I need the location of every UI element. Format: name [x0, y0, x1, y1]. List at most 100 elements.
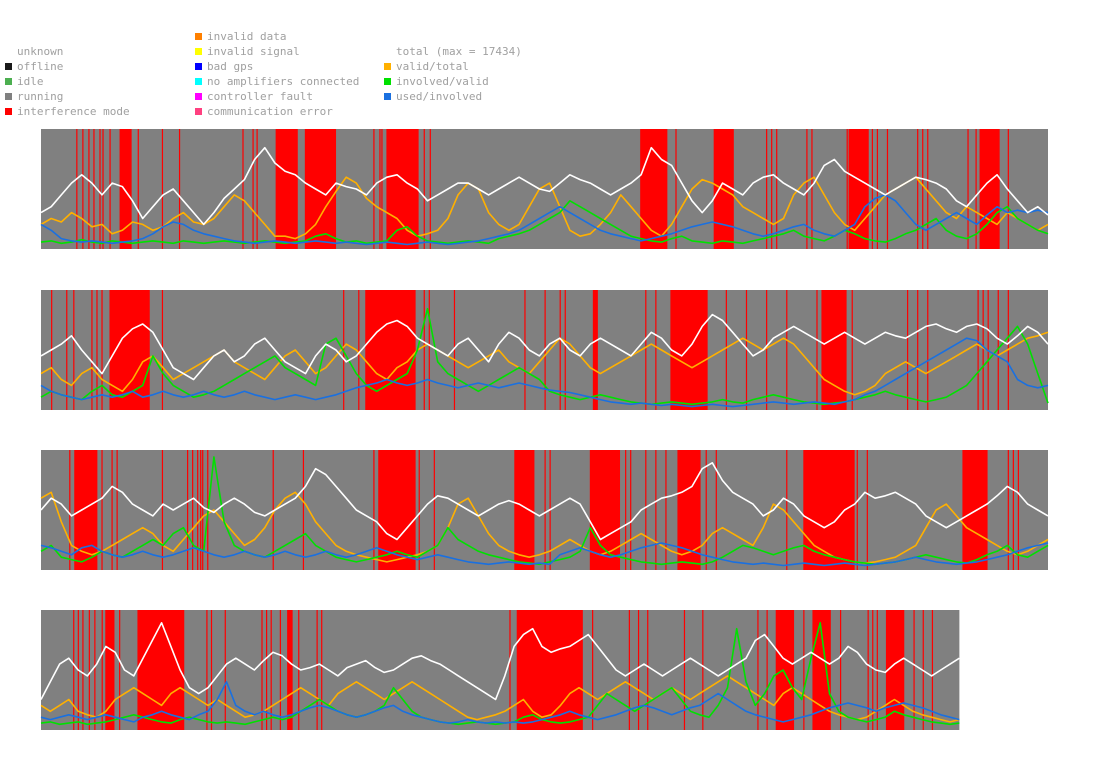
interference-tick: [645, 450, 647, 570]
interference-tick: [298, 610, 300, 730]
legend-swatch: [5, 108, 12, 115]
legend-item-invalid-signal: invalid signal: [195, 44, 359, 59]
legend-swatch: [195, 33, 202, 40]
legend-item-controller-fault: controller fault: [195, 89, 359, 104]
legend-states: unknown offline idle running interferenc…: [5, 44, 130, 119]
interference-tick: [856, 450, 858, 570]
interference-tick: [705, 450, 707, 570]
interference-tick: [94, 610, 96, 730]
interference-tick: [272, 450, 274, 570]
interference-tick: [109, 129, 111, 249]
interference-tick: [102, 129, 104, 249]
legend-item-communication-error: communication error: [195, 104, 359, 119]
interference-tick: [88, 129, 90, 249]
interference-block: [803, 450, 855, 570]
interference-tick: [256, 129, 258, 249]
interference-tick: [594, 450, 597, 570]
legend-label: valid/total: [396, 60, 469, 73]
interference-tick: [766, 610, 768, 730]
legend-item-interference-mode: interference mode: [5, 104, 130, 119]
interference-tick: [99, 129, 101, 249]
interference-tick: [428, 290, 430, 410]
interference-tick: [433, 450, 435, 570]
legend-swatch: [195, 48, 202, 55]
legend-label: unknown: [17, 45, 64, 58]
interference-tick: [423, 129, 425, 249]
running-background: [41, 129, 1048, 249]
interference-tick: [279, 610, 281, 730]
interference-tick: [745, 290, 748, 410]
interference-tick: [302, 450, 305, 570]
interference-block: [775, 610, 795, 730]
interference-tick: [927, 129, 929, 249]
interference-tick: [395, 450, 397, 570]
interference-block: [640, 129, 668, 249]
interference-tick: [137, 129, 139, 249]
interference-tick: [378, 450, 380, 570]
interference-tick: [592, 610, 594, 730]
interference-tick: [379, 129, 381, 249]
interference-tick: [187, 450, 189, 570]
chart-panel-4: [40, 610, 960, 730]
interference-tick: [922, 129, 924, 249]
interference-tick: [82, 129, 84, 249]
interference-tick: [876, 129, 879, 249]
legend-item-no-amplifiers: no amplifiers connected: [195, 74, 360, 89]
legend-item-bad-gps: bad gps: [195, 59, 359, 74]
interference-block: [885, 610, 905, 730]
legend-label: invalid data: [207, 30, 287, 43]
interference-block: [365, 290, 416, 410]
total-line: [40, 621, 960, 701]
legend-label: idle: [17, 75, 44, 88]
chart-panel-2: [40, 290, 1049, 410]
interference-block: [514, 450, 535, 570]
legend-label: no amplifiers connected: [207, 75, 360, 88]
interference-tick: [429, 129, 431, 249]
interference-tick: [261, 610, 263, 730]
interference-tick: [977, 290, 979, 410]
interference-tick: [161, 450, 164, 570]
interference-tick: [91, 290, 93, 410]
valid-total-line: [40, 331, 1049, 396]
interference-block: [821, 290, 847, 410]
used-involved-line: [40, 542, 1049, 567]
used-involved-line: [40, 194, 1049, 246]
legend-label: running: [17, 90, 64, 103]
legend-swatch: [195, 108, 202, 115]
interference-tick: [803, 610, 805, 730]
interference-tick: [76, 129, 78, 249]
legend-item-involved-valid: involved/valid: [384, 74, 522, 89]
legend-swatch: [195, 93, 202, 100]
interference-tick: [544, 450, 546, 570]
interference-tick: [524, 290, 526, 410]
legend-label: used/involved: [396, 90, 483, 103]
interference-block: [592, 290, 598, 410]
legend-label: communication error: [207, 105, 333, 118]
interference-tick: [178, 129, 181, 249]
legend-swatch: [195, 78, 202, 85]
interference-tick: [839, 610, 842, 730]
interference-tick: [88, 610, 90, 730]
used-involved-line: [40, 680, 960, 724]
interference-tick: [210, 610, 213, 730]
legend-label: offline: [17, 60, 64, 73]
interference-tick: [316, 610, 318, 730]
interference-tick: [866, 450, 868, 570]
interference-tick: [200, 450, 202, 570]
interference-tick: [776, 129, 778, 249]
legend-swatch: [195, 63, 202, 70]
valid-total-line: [40, 176, 1049, 240]
legend-item-used-involved: used/involved: [384, 89, 522, 104]
interference-tick: [871, 129, 873, 249]
interference-tick: [665, 450, 667, 570]
interference-tick: [564, 290, 566, 410]
interference-tick: [381, 129, 383, 249]
interference-tick: [358, 290, 360, 410]
legend-swatch: [5, 63, 12, 70]
legend-label: controller fault: [207, 90, 313, 103]
interference-tick: [917, 129, 919, 249]
interference-tick: [82, 610, 84, 730]
legend-errors: invalid data invalid signal bad gps no a…: [195, 29, 360, 119]
interference-tick: [675, 129, 677, 249]
involved-valid-line: [40, 200, 1049, 245]
